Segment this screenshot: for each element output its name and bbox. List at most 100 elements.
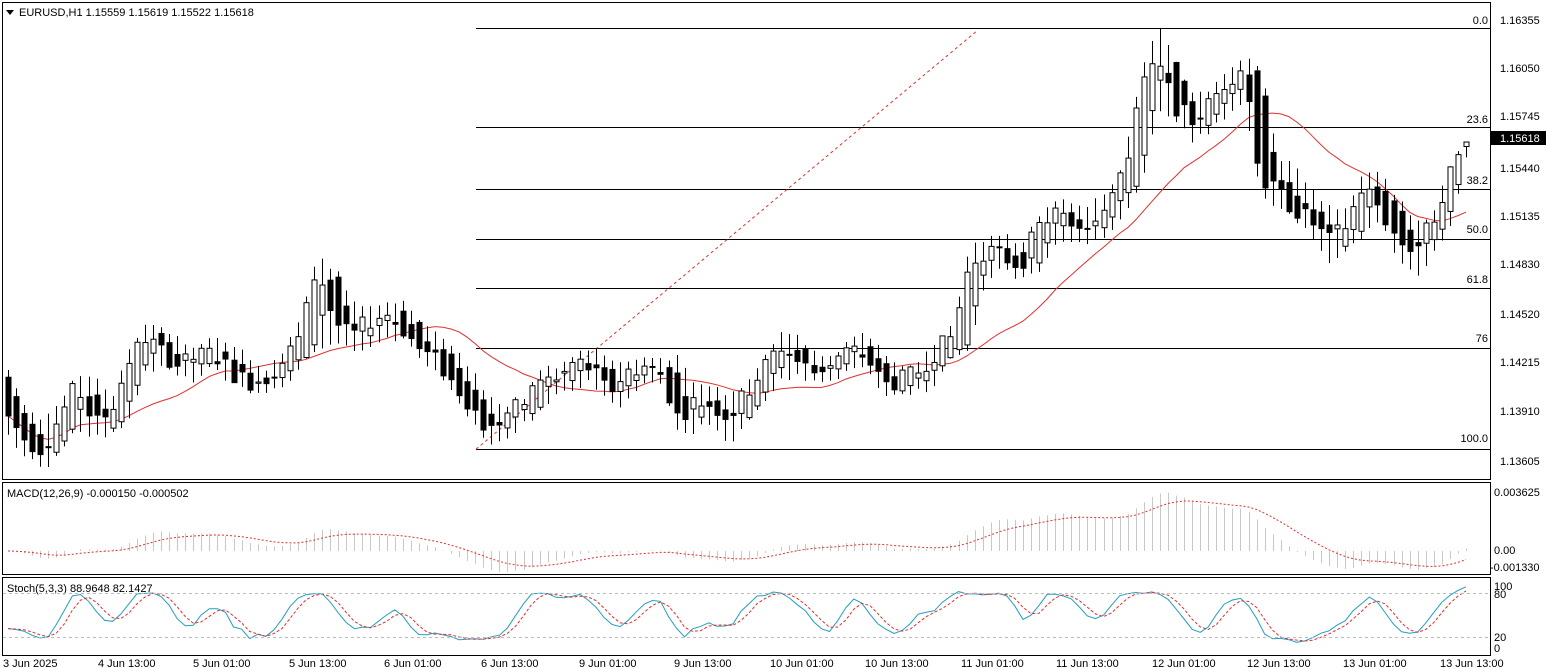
candle-body	[182, 353, 189, 361]
candle-body	[1358, 192, 1365, 232]
price-tick: 1.16050	[1500, 63, 1540, 75]
candle-body	[359, 316, 366, 332]
candle-body	[964, 271, 971, 346]
time-tick: 13 Jun 01:00	[1343, 658, 1407, 668]
price-tick: 1.14215	[1500, 357, 1540, 369]
candle-body	[1213, 93, 1220, 115]
fibonacci-retracement[interactable]	[475, 28, 1490, 450]
candle-body	[1399, 210, 1406, 246]
candle-body	[867, 346, 874, 366]
price-axis: 1.16355 1.16050 1.15745 1.15440 1.15135 …	[1500, 15, 1540, 468]
time-tick: 12 Jun 13:00	[1247, 658, 1311, 668]
time-tick: 13 Jun 13:00	[1440, 658, 1504, 668]
candle-body	[69, 383, 76, 430]
macd-signal-line	[7, 500, 1467, 567]
candle-body	[1415, 242, 1422, 247]
candle-body	[327, 279, 334, 311]
fib-level-labels: 0.0 23.6 38.2 50.0 61.8 76 100.0	[1460, 15, 1488, 445]
candle-body	[609, 368, 616, 393]
candle-body	[762, 359, 769, 393]
candle-body	[1205, 98, 1212, 126]
candle-body	[1237, 70, 1244, 90]
candle-body	[1350, 206, 1357, 231]
candle-body	[174, 354, 181, 367]
candle-body	[472, 389, 479, 411]
candle-body	[231, 359, 238, 384]
candle-body	[1084, 227, 1091, 230]
candle-body	[1020, 252, 1027, 269]
candle-body	[1278, 180, 1285, 190]
candle-body	[956, 307, 963, 351]
candle-body	[827, 365, 834, 369]
candle-body	[996, 246, 1003, 249]
candle-body	[835, 355, 842, 370]
macd-panel[interactable]	[2, 482, 1491, 575]
candle-body	[424, 341, 431, 353]
candle-body	[883, 363, 890, 383]
candle-body	[1189, 101, 1196, 126]
candle-body	[682, 396, 689, 421]
fib-label-23-6: 23.6	[1467, 114, 1488, 126]
candle-body	[649, 365, 656, 369]
candle-body	[915, 372, 922, 379]
candle-body	[214, 361, 221, 365]
candle-body	[166, 342, 173, 368]
candle-body	[529, 385, 536, 415]
price-tick: 1.13910	[1500, 406, 1540, 418]
candle-body	[1286, 182, 1293, 213]
candle-body	[512, 399, 519, 418]
candle-body	[255, 381, 262, 384]
current-price-tag	[1491, 131, 1546, 145]
candle-body	[1439, 202, 1446, 230]
fib-label-50: 50.0	[1467, 224, 1488, 236]
candle-body	[1052, 207, 1059, 224]
candle-body	[1125, 157, 1132, 194]
candle-body	[335, 276, 342, 326]
candle-body	[198, 347, 205, 365]
candle-body	[408, 324, 415, 340]
candle-body	[714, 400, 721, 416]
candle-body	[569, 361, 576, 382]
macd-tick: 0.00	[1494, 545, 1515, 557]
candle-body	[77, 396, 84, 410]
fib-label-0: 0.0	[1473, 15, 1488, 27]
symbol-menu-triangle-icon[interactable]	[6, 10, 14, 15]
candle-body	[464, 381, 471, 410]
time-tick: 9 Jun 13:00	[674, 658, 732, 668]
candle-body	[521, 404, 528, 411]
candle-body	[722, 409, 729, 420]
time-tick: 9 Jun 01:00	[579, 658, 637, 668]
candle-body	[1374, 186, 1381, 206]
stoch-signal-line	[7, 590, 1467, 642]
candle-body	[1165, 72, 1172, 84]
candle-body	[150, 338, 157, 354]
stoch-title: Stoch(5,3,3) 88.9648 82.1427	[7, 583, 153, 595]
candle-body	[819, 366, 826, 373]
candle-body	[1149, 63, 1156, 112]
candle-body	[545, 376, 552, 387]
candle-body	[980, 260, 987, 276]
candle-body	[698, 405, 705, 418]
macd-tick: 0.003625	[1494, 487, 1540, 499]
candle-body	[504, 412, 511, 429]
candle-body	[674, 372, 681, 414]
candle-body	[1044, 222, 1051, 244]
candle-body	[899, 369, 906, 392]
candle-body	[142, 342, 149, 366]
candle-body	[271, 376, 278, 379]
candle-body	[1101, 209, 1108, 229]
candle-body	[666, 367, 673, 404]
candle-body	[1326, 224, 1333, 233]
candle-body	[118, 382, 125, 423]
candle-body	[94, 394, 101, 416]
candlestick-series	[5, 28, 1470, 467]
candle-body	[1004, 248, 1011, 264]
candle-body	[1229, 83, 1236, 95]
candle-body	[690, 397, 697, 410]
candle-body	[811, 365, 818, 374]
candle-body	[1423, 222, 1430, 244]
candle-body	[617, 381, 624, 392]
candle-body	[1012, 255, 1019, 268]
stochastic-panel[interactable]	[2, 577, 1491, 656]
